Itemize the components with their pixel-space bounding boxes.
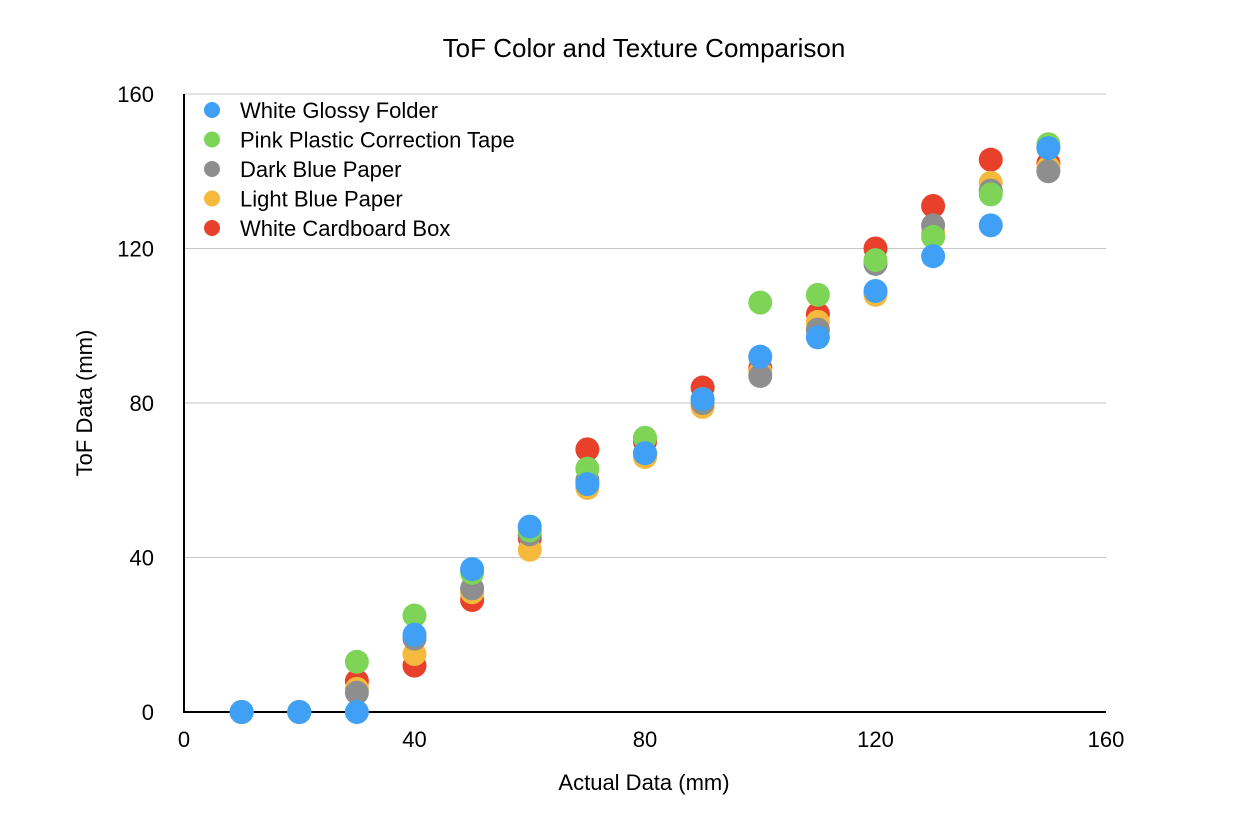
data-point [633,441,657,466]
data-point [863,248,888,273]
x-tick-label: 40 [402,727,426,752]
data-point [748,290,773,315]
data-point [229,700,254,724]
data-point [1036,136,1061,161]
data-point [344,700,369,724]
legend-label: Light Blue Paper [240,187,403,212]
data-point [805,282,830,307]
data-point [402,622,427,647]
data-points [229,132,1061,724]
data-point [575,472,600,497]
x-axis-label: Actual Data (mm) [558,770,729,795]
legend-marker [204,161,220,177]
y-tick-label: 0 [142,700,154,725]
axes [183,94,1106,713]
data-point [748,344,773,369]
x-tick-label: 120 [857,727,894,752]
series-4 [229,136,1061,724]
data-point [978,147,1003,172]
data-point [921,244,946,269]
data-point [517,514,542,539]
y-tick-label: 40 [130,546,154,571]
data-point [287,700,312,724]
y-tick-labels: 0 40 80 120 160 [117,82,154,725]
data-point [1036,159,1061,184]
data-point [748,363,773,388]
chart-title: ToF Color and Texture Comparison [443,33,846,63]
legend-label: White Cardboard Box [240,216,450,241]
legend-label: Pink Plastic Correction Tape [240,128,515,153]
x-tick-label: 160 [1088,727,1125,752]
data-point [344,680,369,705]
data-point [921,194,946,219]
x-tick-labels: 0 40 80 120 160 [178,727,1124,752]
legend-marker [204,131,220,148]
data-point [460,557,485,582]
legend-label: Dark Blue Paper [240,157,401,182]
gridlines [184,93,1106,558]
data-point [978,182,1003,207]
data-point [690,387,715,412]
legend: White Glossy Folder Pink Plastic Correcti… [204,98,515,241]
y-tick-label: 120 [117,237,154,262]
legend-marker [204,102,220,118]
data-point [805,325,830,350]
data-point [978,213,1003,238]
legend-marker [204,190,220,207]
data-point [402,603,427,628]
x-tick-label: 80 [633,727,657,752]
data-point [575,437,600,462]
y-axis-label: ToF Data (mm) [72,330,97,477]
data-point [921,224,946,249]
data-point [863,278,888,303]
y-tick-label: 80 [130,391,154,416]
legend-marker [204,220,220,236]
y-tick-label: 160 [117,82,154,107]
x-tick-label: 0 [178,727,190,752]
data-point [344,649,369,674]
legend-label: White Glossy Folder [240,98,438,123]
